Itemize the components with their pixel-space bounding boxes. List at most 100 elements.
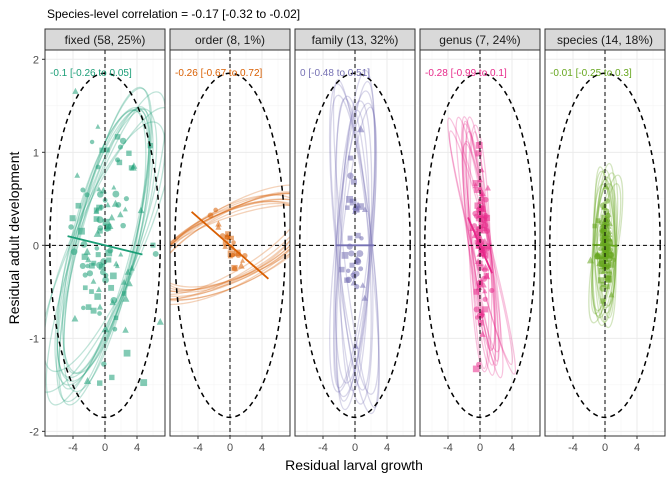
facet-strip-label: family (13, 32%) xyxy=(312,33,399,47)
data-point xyxy=(213,207,219,213)
posterior-ellipse xyxy=(465,116,497,366)
data-point xyxy=(229,235,234,241)
posterior-ellipse xyxy=(590,183,622,315)
data-point xyxy=(122,294,130,302)
posterior-ellipse xyxy=(329,102,378,393)
data-point xyxy=(483,245,490,253)
data-point xyxy=(479,227,486,234)
posterior-ellipse xyxy=(170,192,290,297)
data-point xyxy=(152,250,159,257)
data-point xyxy=(355,232,361,239)
data-point xyxy=(473,306,480,313)
posterior-ellipse xyxy=(58,106,151,390)
data-point xyxy=(81,253,88,260)
data-point xyxy=(69,215,76,222)
x-tick-label: 4 xyxy=(634,442,640,454)
data-point xyxy=(101,361,107,367)
x-tick-label: 0 xyxy=(352,442,358,454)
panel-plot-area xyxy=(545,50,665,436)
data-point xyxy=(96,204,103,211)
data-point xyxy=(117,211,124,218)
data-point xyxy=(602,239,609,246)
data-point xyxy=(604,284,610,290)
data-point xyxy=(598,257,606,264)
data-point xyxy=(602,182,610,190)
posterior-ellipse xyxy=(596,178,617,307)
facet-strip-label: species (14, 18%) xyxy=(557,33,653,47)
posterior-ellipse xyxy=(334,100,373,384)
data-point xyxy=(79,262,86,269)
facet-strip-label: order (8, 1%) xyxy=(195,33,265,47)
x-tick-label: 0 xyxy=(227,442,233,454)
data-point xyxy=(104,147,110,153)
data-point xyxy=(484,184,491,191)
posterior-ellipse xyxy=(170,202,290,291)
facet-panels: fixed (58, 25%) -0.1 [-0.26 to 0.05] -4 0 4 -… xyxy=(29,28,666,454)
x-tick-label: 4 xyxy=(509,442,515,454)
data-point xyxy=(70,248,78,256)
x-tick-label: 4 xyxy=(384,442,390,454)
data-point xyxy=(602,235,609,242)
data-point xyxy=(601,262,610,270)
y-axis-title: Residual adult development xyxy=(6,152,22,325)
data-point xyxy=(85,304,92,310)
data-point xyxy=(603,257,609,263)
data-point xyxy=(89,262,95,269)
data-point xyxy=(477,185,483,191)
facet-panel: fixed (58, 25%) -0.1 [-0.26 to 0.05] -4 0 4 -… xyxy=(29,28,166,454)
data-point xyxy=(80,187,86,193)
data-point xyxy=(108,213,116,221)
regression-line xyxy=(191,211,269,280)
data-point xyxy=(99,147,105,153)
data-point xyxy=(97,311,102,316)
data-point xyxy=(94,293,101,300)
posterior-ellipse xyxy=(170,193,290,306)
posterior-ellipse xyxy=(170,192,290,300)
posterior-ellipse xyxy=(335,80,376,402)
y-tick-label: 2 xyxy=(33,54,39,66)
x-tick-label: -4 xyxy=(318,442,328,454)
facet-panel: species (14, 18%) -0.01 [-0.25 to 0.3] -4 0… xyxy=(544,28,666,454)
posterior-ellipse xyxy=(588,174,624,324)
data-point xyxy=(118,251,124,257)
x-axis-title: Residual larval growth xyxy=(285,457,423,473)
data-point xyxy=(234,249,241,257)
posterior-ellipse xyxy=(334,95,374,405)
data-point xyxy=(475,150,482,157)
data-point xyxy=(605,211,612,217)
data-point xyxy=(112,326,118,332)
data-point xyxy=(601,214,607,221)
data-point xyxy=(479,202,486,208)
data-point xyxy=(345,268,351,274)
data-point xyxy=(348,250,355,257)
regression-line xyxy=(592,243,618,247)
x-tick-label: 4 xyxy=(134,442,140,454)
facet-panel: genus (7, 24%) -0.28 [-0.99 to 0.1] -4 0 4 xyxy=(419,28,541,454)
data-point xyxy=(586,256,595,264)
panel-plot-area xyxy=(295,50,415,436)
data-point xyxy=(110,272,117,280)
data-point xyxy=(97,380,103,386)
y-tick-label: 1 xyxy=(33,147,39,159)
data-point xyxy=(345,276,352,283)
data-point xyxy=(339,266,345,273)
x-tick-label: 0 xyxy=(102,442,108,454)
data-point xyxy=(94,246,100,251)
data-point xyxy=(104,201,111,208)
data-point xyxy=(240,257,246,263)
data-point xyxy=(604,276,612,283)
data-point xyxy=(600,281,606,287)
data-point xyxy=(597,277,604,284)
data-point xyxy=(598,246,604,252)
data-point xyxy=(111,199,120,207)
data-point xyxy=(473,213,480,219)
data-point xyxy=(117,144,123,150)
data-point xyxy=(237,262,245,269)
data-point xyxy=(606,235,613,242)
data-point xyxy=(108,284,115,291)
facet-strip-label: genus (7, 24%) xyxy=(439,33,520,47)
data-point xyxy=(71,314,79,322)
data-point xyxy=(110,296,118,304)
data-point xyxy=(477,319,484,326)
